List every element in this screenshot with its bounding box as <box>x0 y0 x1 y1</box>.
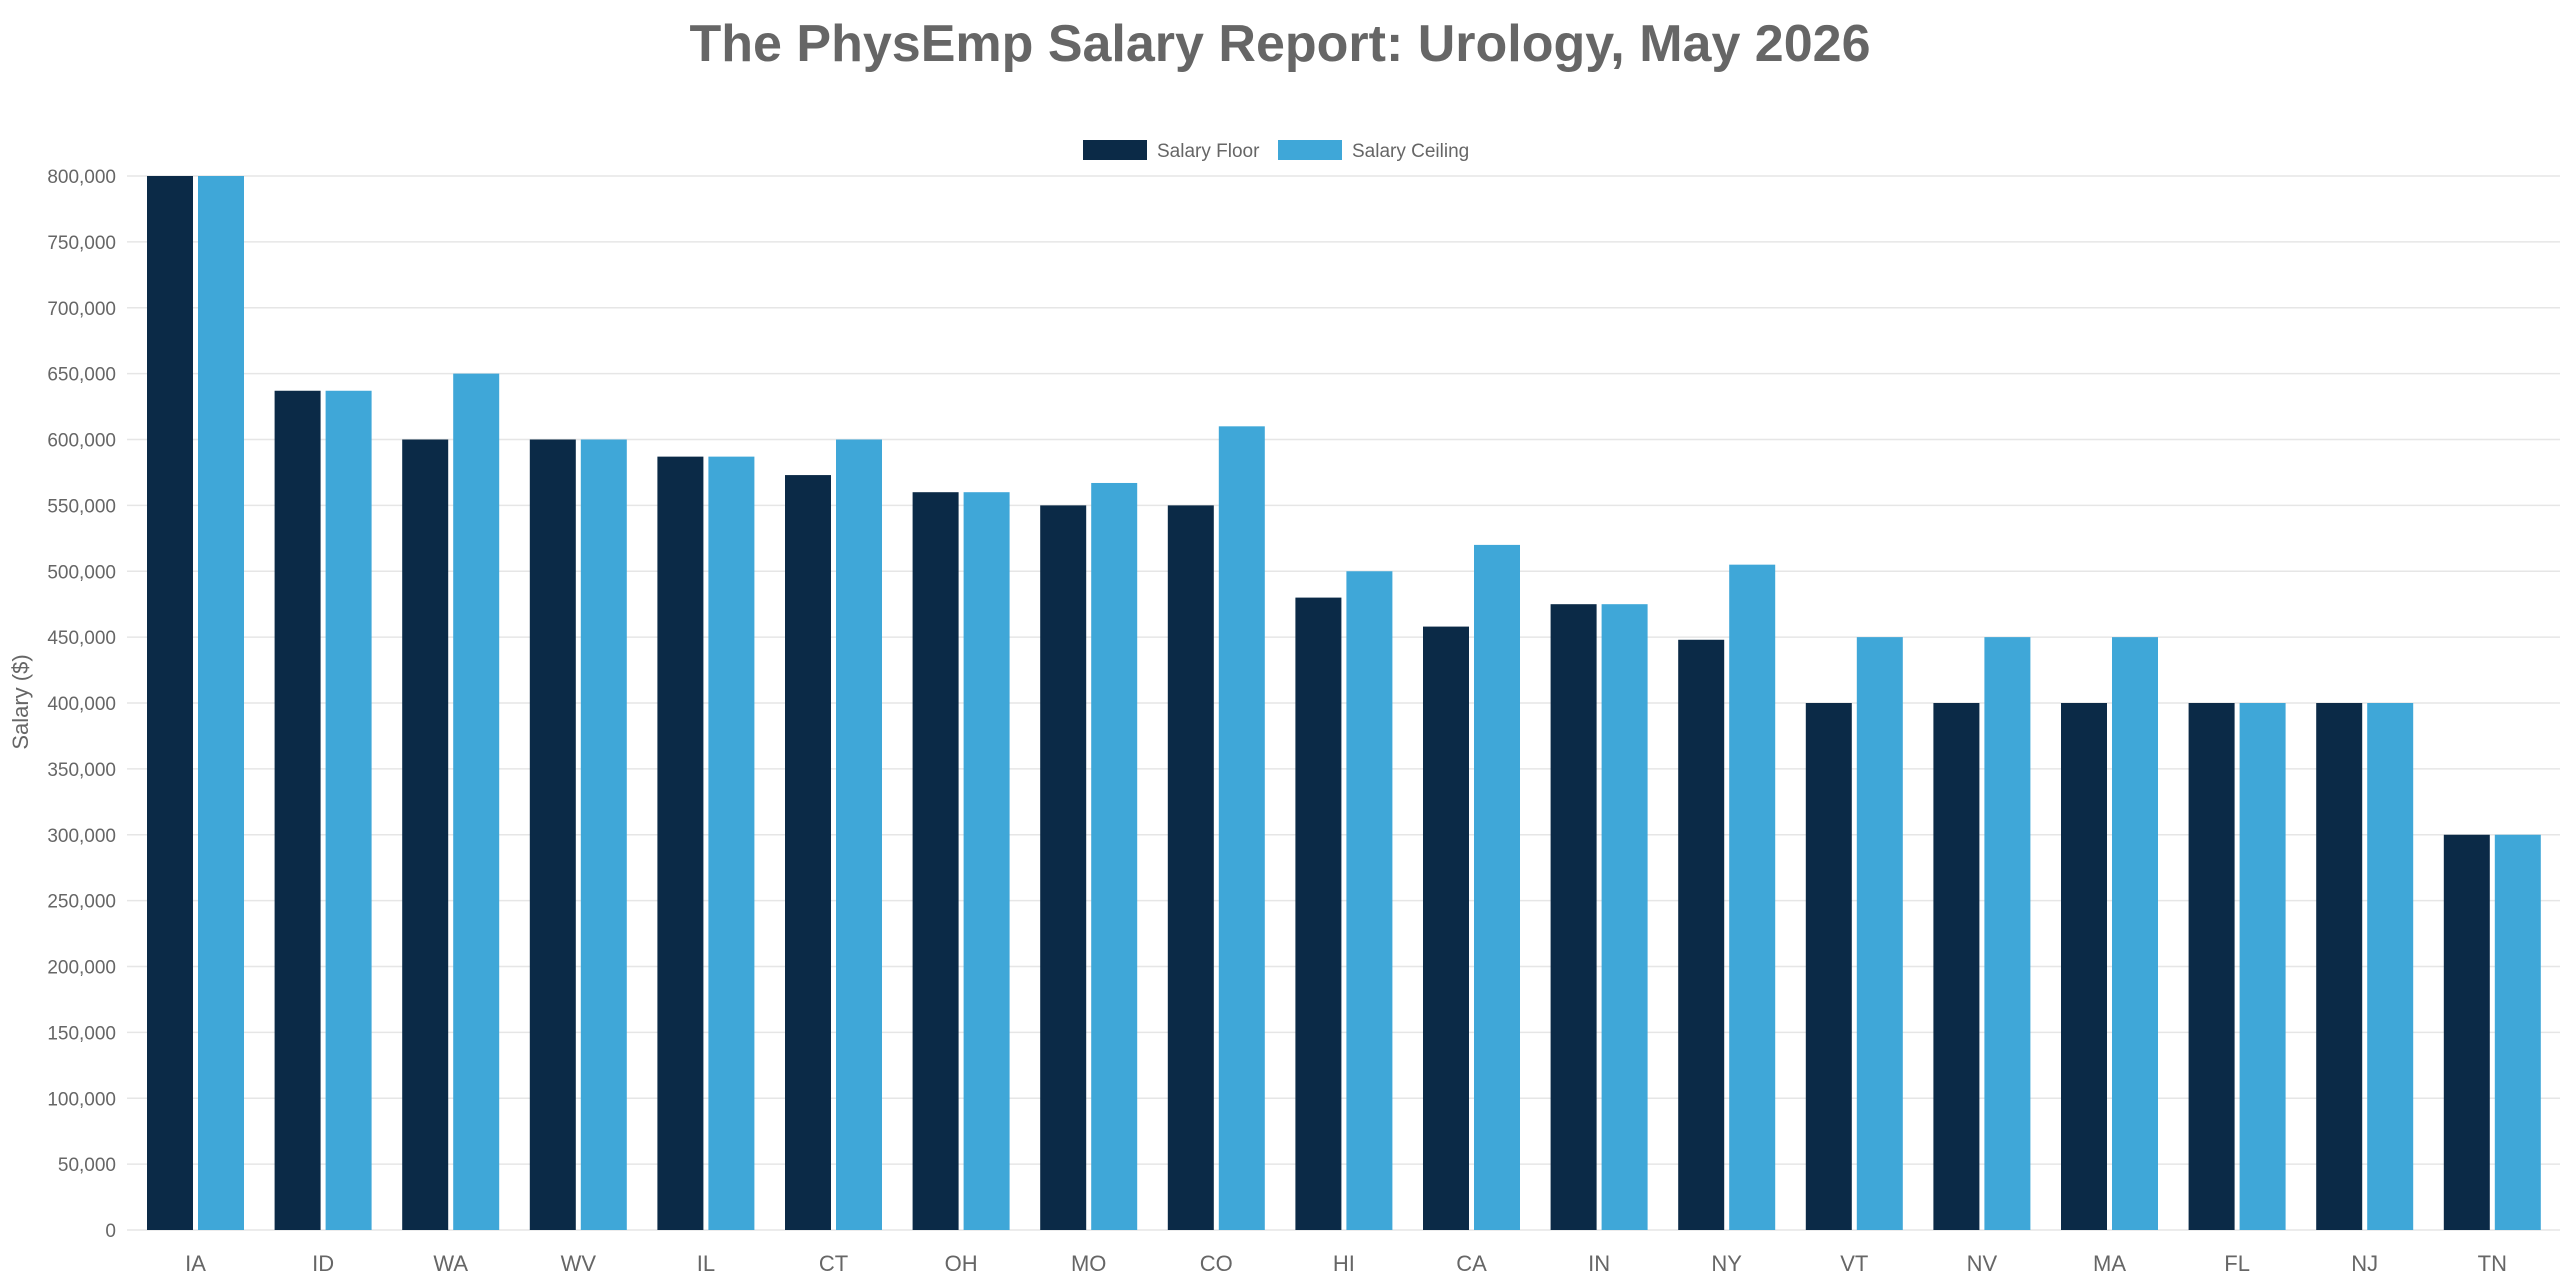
bar-salary-ceiling-mo[interactable] <box>1091 482 1138 1230</box>
x-tick-label: CO <box>1200 1251 1233 1276</box>
legend-swatch <box>1278 140 1342 160</box>
bar-salary-floor-ma[interactable] <box>2061 703 2107 1230</box>
bar-salary-floor-nv[interactable] <box>1933 703 1980 1230</box>
y-tick-label: 50,000 <box>58 1155 116 1176</box>
bar-salary-ceiling-vt[interactable] <box>1856 637 1903 1230</box>
bar-salary-ceiling-ny[interactable] <box>1729 564 1776 1230</box>
bar-salary-ceiling-hi[interactable] <box>1346 571 1393 1230</box>
x-tick-label: NY <box>1711 1251 1742 1276</box>
bar-salary-floor-nj[interactable] <box>2316 703 2363 1230</box>
x-tick-label: TN <box>2478 1251 2507 1276</box>
y-tick-label: 450,000 <box>47 628 116 649</box>
bar-salary-ceiling-in[interactable] <box>1601 604 1648 1230</box>
y-tick-label: 300,000 <box>47 826 116 847</box>
y-tick-label: 200,000 <box>47 958 116 979</box>
chart-title: The PhysEmp Salary Report: Urology, May … <box>689 15 1871 73</box>
legend-item-salary-ceiling[interactable]: Salary Ceiling <box>1278 140 1469 162</box>
y-tick-label: 400,000 <box>47 694 116 715</box>
y-tick-label: 500,000 <box>47 562 116 583</box>
bar-salary-floor-il[interactable] <box>657 456 704 1230</box>
bar-salary-floor-ca[interactable] <box>1423 626 1469 1230</box>
bar-salary-floor-ia[interactable] <box>147 176 193 1230</box>
x-tick-label: OH <box>945 1251 978 1276</box>
legend[interactable]: Salary Floor Salary Ceiling <box>1083 140 1469 162</box>
bar-salary-ceiling-nv[interactable] <box>1984 637 2031 1230</box>
bar-salary-floor-in[interactable] <box>1550 604 1597 1230</box>
bar-salary-ceiling-ca[interactable] <box>1474 544 1520 1230</box>
bar-salary-floor-id[interactable] <box>274 390 321 1230</box>
x-tick-label: VT <box>1840 1251 1868 1276</box>
bar-salary-ceiling-id[interactable] <box>325 390 372 1230</box>
x-tick-label: IL <box>697 1251 715 1276</box>
x-tick-label: CT <box>819 1251 848 1276</box>
x-tick-label: HI <box>1333 1251 1355 1276</box>
bar-salary-floor-wa[interactable] <box>402 439 449 1231</box>
bar-salary-floor-co[interactable] <box>1167 505 1214 1230</box>
bar-salary-ceiling-ma[interactable] <box>2112 637 2158 1230</box>
bar-salary-ceiling-ia[interactable] <box>198 176 244 1230</box>
x-tick-label: NV <box>1967 1251 1998 1276</box>
bars <box>147 176 2541 1230</box>
legend-item-salary-floor[interactable]: Salary Floor <box>1083 140 1260 162</box>
bar-salary-floor-ny[interactable] <box>1678 639 1725 1230</box>
bar-salary-floor-hi[interactable] <box>1295 597 1342 1230</box>
bar-salary-ceiling-oh[interactable] <box>963 492 1010 1230</box>
y-tick-label: 600,000 <box>47 431 116 452</box>
y-tick-label: 150,000 <box>47 1023 116 1044</box>
y-tick-label: 250,000 <box>47 892 116 913</box>
bar-salary-floor-vt[interactable] <box>1805 703 1852 1230</box>
y-tick-label: 100,000 <box>47 1089 116 1110</box>
y-tick-label: 750,000 <box>47 233 116 254</box>
x-tick-label: NJ <box>2351 1251 2378 1276</box>
y-tick-label: 0 <box>105 1221 116 1242</box>
legend-swatch <box>1083 140 1147 160</box>
bar-salary-ceiling-co[interactable] <box>1218 426 1265 1230</box>
x-tick-label: IN <box>1588 1251 1610 1276</box>
bar-salary-ceiling-ct[interactable] <box>836 439 882 1231</box>
bar-salary-floor-tn[interactable] <box>2443 834 2490 1230</box>
y-tick-label: 550,000 <box>47 496 116 517</box>
bar-salary-floor-wv[interactable] <box>529 439 576 1231</box>
legend-label: Salary Ceiling <box>1352 141 1469 162</box>
x-tick-labels: IA ID WA WV IL CT OH MO CO HI CA IN NY VT NV MA FL NJ TN <box>185 1251 2507 1276</box>
bar-salary-floor-mo[interactable] <box>1040 505 1087 1230</box>
bar-salary-ceiling-fl[interactable] <box>2239 703 2286 1230</box>
bar-salary-ceiling-wa[interactable] <box>453 373 500 1230</box>
x-tick-label: WA <box>433 1251 468 1276</box>
legend-label: Salary Floor <box>1157 141 1260 162</box>
bar-salary-floor-ct[interactable] <box>785 475 831 1230</box>
bar-salary-ceiling-tn[interactable] <box>2494 834 2541 1230</box>
y-tick-label: 650,000 <box>47 365 116 386</box>
y-tick-label: 700,000 <box>47 299 116 320</box>
y-axis-title: Salary ($) <box>8 654 33 749</box>
x-tick-label: CA <box>1456 1251 1487 1276</box>
bar-salary-ceiling-il[interactable] <box>708 456 755 1230</box>
bar-salary-floor-oh[interactable] <box>912 492 959 1230</box>
y-tick-label: 800,000 <box>47 167 116 188</box>
bar-salary-ceiling-wv[interactable] <box>580 439 627 1231</box>
bar-salary-ceiling-nj[interactable] <box>2367 703 2414 1230</box>
y-tick-label: 350,000 <box>47 760 116 781</box>
x-tick-label: MA <box>2093 1251 2126 1276</box>
y-tick-labels: 0 50,000 100,000 150,000 200,000 250,000 300,0… <box>47 167 116 1242</box>
x-tick-label: WV <box>561 1251 597 1276</box>
x-tick-label: ID <box>312 1251 334 1276</box>
bar-salary-floor-fl[interactable] <box>2188 703 2235 1230</box>
x-tick-label: MO <box>1071 1251 1106 1276</box>
x-tick-label: FL <box>2224 1251 2250 1276</box>
x-tick-label: IA <box>185 1251 206 1276</box>
